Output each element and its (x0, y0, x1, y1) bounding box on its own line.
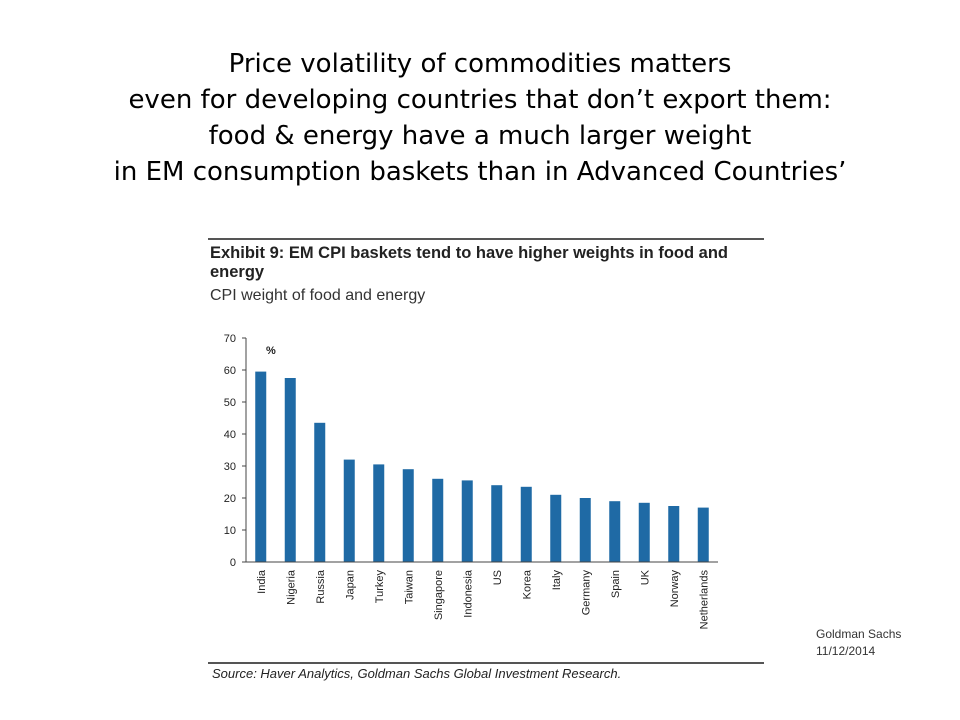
exhibit-title: Exhibit 9: EM CPI baskets tend to have h… (210, 244, 728, 281)
x-tick-label: Germany (580, 570, 592, 616)
slide-title: Price volatility of commodities matters … (20, 46, 940, 190)
x-tick-label: Italy (551, 570, 563, 591)
x-tick-label: Norway (669, 570, 681, 608)
title-line: in EM consumption baskets than in Advanc… (113, 157, 847, 187)
bar (255, 371, 267, 562)
x-tick-label: Spain (610, 570, 622, 598)
y-tick-label: 30 (224, 461, 236, 473)
bar-chart: 0 10 20 30 40 50 60 70% India Nigeria Russia Japan T… (224, 333, 718, 630)
bar (461, 480, 473, 562)
title-line: food & energy have a much larger weight (208, 121, 752, 151)
x-tick-label: Taiwan (403, 570, 415, 604)
title-line: even for developing countries that don’t… (128, 85, 832, 115)
exhibit-subtitle: CPI weight of food and energy (210, 287, 426, 304)
title-line: Price volatility of commodities matters (228, 49, 732, 79)
bar (373, 464, 385, 562)
y-tick-label: 40 (224, 429, 236, 441)
x-tick-label: Singapore (433, 570, 445, 620)
bar (402, 469, 414, 562)
bar (550, 494, 562, 562)
x-tick-label: Nigeria (285, 569, 297, 605)
x-tick-label: India (256, 569, 268, 594)
bar (697, 507, 709, 562)
y-tick-label: 10 (224, 525, 236, 537)
bar (284, 378, 296, 562)
bar (491, 485, 503, 562)
x-tick-label: Russia (315, 569, 327, 604)
x-tick-label: UK (639, 569, 651, 585)
bar (579, 498, 591, 562)
y-tick-label: 20 (224, 493, 236, 505)
bar (520, 486, 532, 562)
y-tick-label: 50 (224, 397, 236, 409)
bar (343, 459, 355, 562)
y-tick-label: 0 (230, 557, 236, 569)
x-tick-label: Turkey (374, 570, 386, 604)
credit-org: Goldman Sachs (816, 627, 902, 641)
bar (314, 422, 326, 562)
y-tick-label: 60 (224, 365, 236, 377)
x-tick-label: Netherlands (698, 570, 710, 630)
bar (432, 478, 444, 562)
bottom-rule (208, 662, 764, 664)
unit-label: % (266, 345, 276, 357)
bar (609, 501, 621, 562)
credit-block: Goldman Sachs 11/12/2014 (816, 626, 901, 660)
bar (668, 506, 680, 562)
y-tick-label: 70 (224, 333, 236, 345)
x-tick-label: Indonesia (462, 569, 474, 618)
bar (638, 502, 650, 562)
source-note: Source: Haver Analytics, Goldman Sachs G… (212, 666, 622, 681)
x-tick-label: Korea (521, 569, 533, 599)
x-tick-label: Japan (344, 570, 356, 600)
exhibit-panel: Exhibit 9: EM CPI baskets tend to have h… (208, 236, 768, 686)
top-rule (208, 238, 764, 240)
credit-date: 11/12/2014 (816, 644, 876, 658)
x-tick-label: US (492, 570, 504, 585)
